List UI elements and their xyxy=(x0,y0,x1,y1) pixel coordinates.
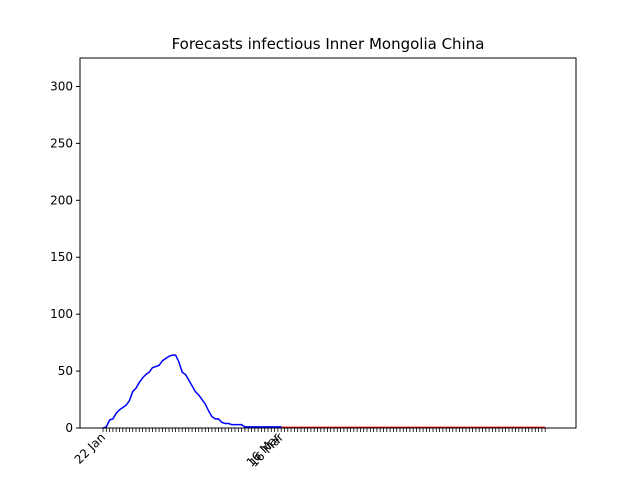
data-point-observed xyxy=(188,379,190,381)
series-group xyxy=(102,354,546,429)
data-point-observed xyxy=(211,416,213,418)
data-point-observed xyxy=(122,406,124,409)
y-axis: 0 50 100 150 200 250 300 xyxy=(50,79,80,435)
x-axis-ticks xyxy=(102,428,546,432)
data-point-observed xyxy=(227,422,229,425)
data-point-observed xyxy=(204,403,206,405)
data-point-observed xyxy=(178,361,180,363)
data-point-observed xyxy=(171,354,173,356)
y-tick-label: 0 xyxy=(65,421,73,435)
data-point-observed xyxy=(191,385,193,387)
data-point-observed xyxy=(250,426,253,428)
data-point-observed xyxy=(231,423,233,426)
y-tick-label: 100 xyxy=(50,307,73,321)
data-point-observed xyxy=(264,426,266,428)
y-tick-label: 50 xyxy=(58,364,73,378)
data-point-observed xyxy=(237,423,239,426)
chart-title: Forecasts infectious Inner Mongolia Chin… xyxy=(172,35,485,53)
data-point-observed xyxy=(175,354,177,356)
data-point-observed xyxy=(280,426,282,428)
y-tick-label: 250 xyxy=(50,136,73,150)
data-point-observed xyxy=(244,426,246,428)
data-point-observed xyxy=(158,364,160,366)
data-point-observed xyxy=(125,404,127,406)
data-point-observed xyxy=(277,426,279,428)
data-point-observed xyxy=(224,422,226,425)
data-point-observed xyxy=(214,418,216,420)
data-point-observed xyxy=(221,421,223,423)
data-point-observed xyxy=(112,418,114,420)
data-point-observed xyxy=(168,355,170,357)
data-point-observed xyxy=(217,418,220,420)
data-point-observed xyxy=(109,419,111,421)
data-point-observed xyxy=(105,426,107,428)
y-tick-label: 300 xyxy=(50,79,73,93)
data-point-observed xyxy=(128,400,130,402)
y-tick-label: 200 xyxy=(50,193,73,207)
data-point-observed xyxy=(194,390,196,393)
data-point-observed xyxy=(184,373,187,376)
data-point-observed xyxy=(161,360,163,362)
data-point-observed xyxy=(135,387,137,389)
data-point-observed xyxy=(155,365,157,368)
data-point-observed xyxy=(138,381,140,384)
data-point-observed xyxy=(254,426,256,428)
data-point-observed xyxy=(165,357,167,360)
data-point-observed xyxy=(257,426,259,428)
data-point-observed xyxy=(267,426,269,428)
data-point-observed xyxy=(247,426,249,428)
data-point-observed xyxy=(151,367,154,369)
data-point-observed xyxy=(208,410,210,412)
data-point-observed xyxy=(234,423,236,426)
data-point-observed xyxy=(198,394,200,396)
y-tick-label: 150 xyxy=(50,250,73,264)
data-point-observed xyxy=(181,371,183,373)
data-point-observed xyxy=(241,423,243,426)
data-point-observed xyxy=(201,398,203,401)
plot-frame xyxy=(79,57,577,429)
data-point-observed xyxy=(274,426,276,428)
data-point-observed xyxy=(148,371,150,373)
data-point-observed xyxy=(118,409,121,411)
data-point-observed xyxy=(145,373,147,376)
data-point-observed xyxy=(115,412,117,414)
data-point-observed xyxy=(142,377,144,379)
data-point-observed xyxy=(260,426,262,428)
data-point-observed xyxy=(270,426,272,428)
data-point-observed xyxy=(132,390,134,393)
